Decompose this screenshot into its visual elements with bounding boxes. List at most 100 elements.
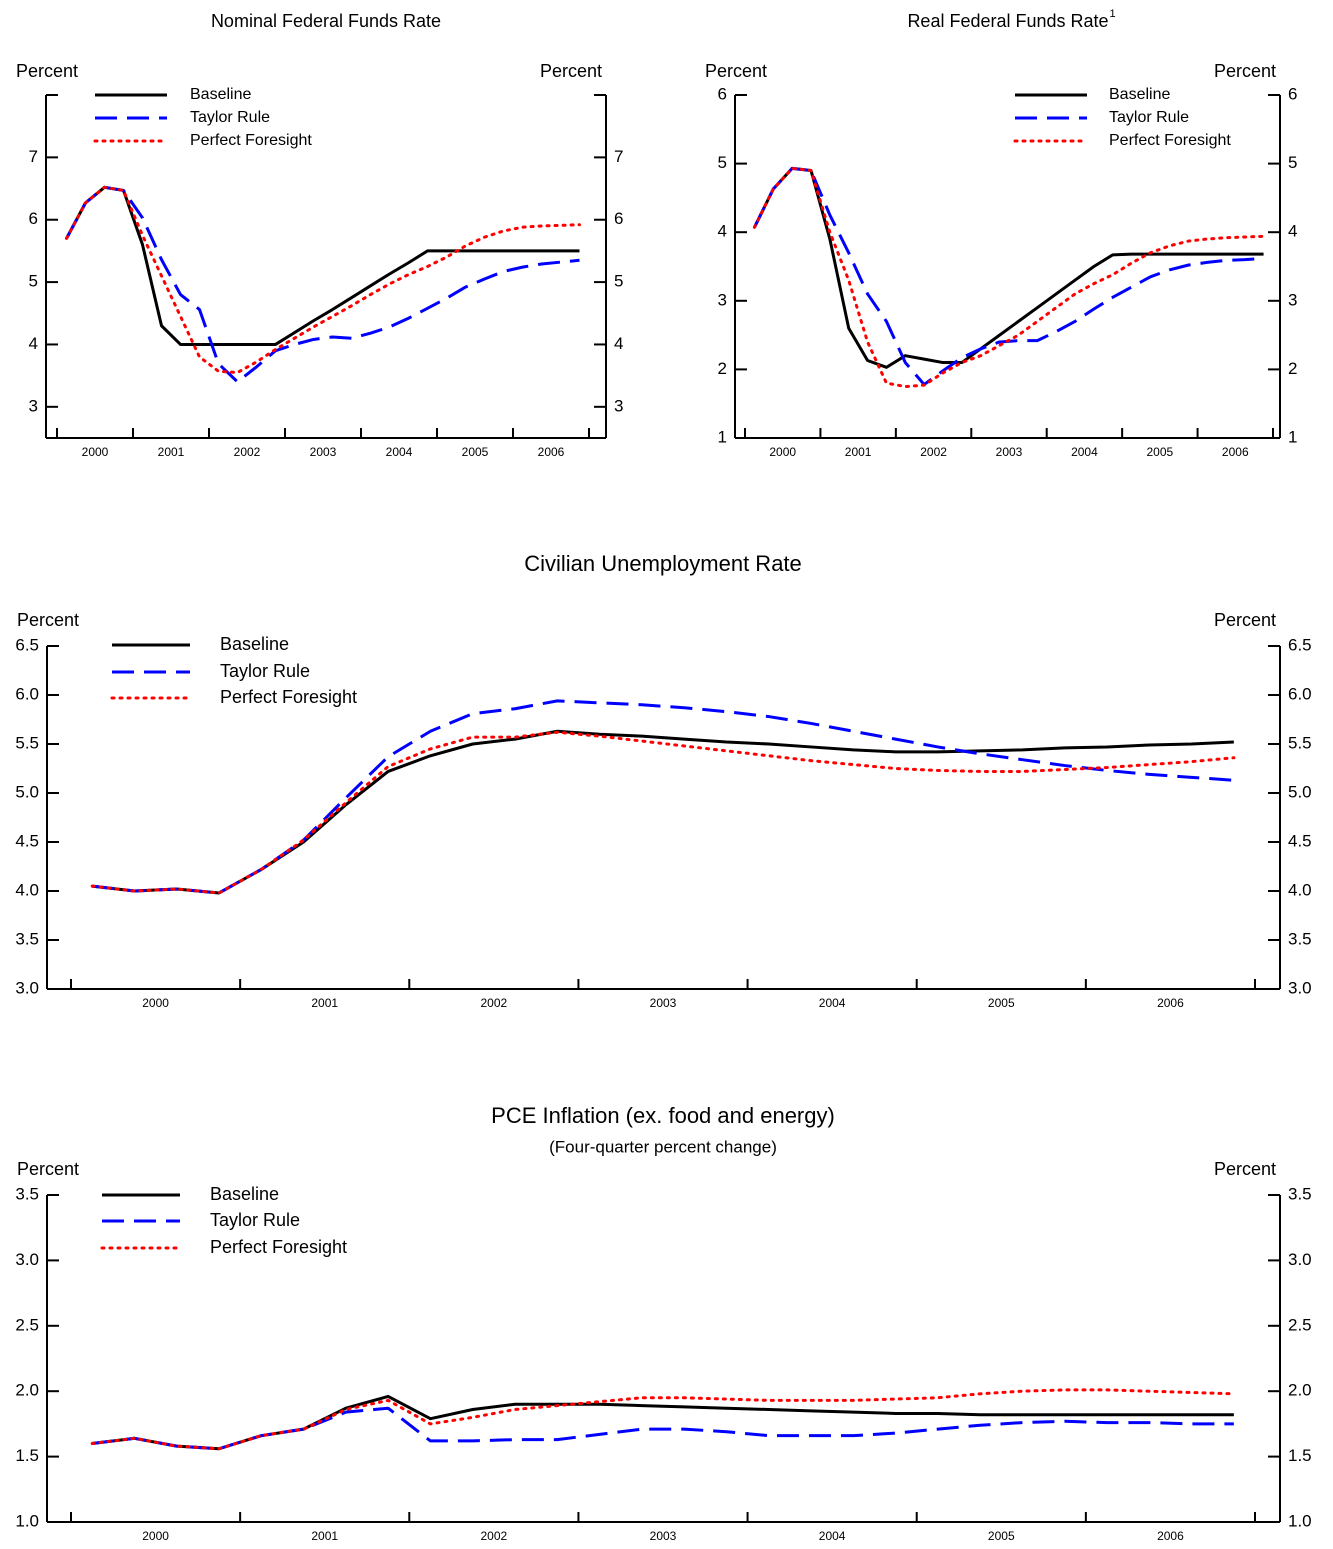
series-line	[65, 185, 580, 346]
y2-tick-label: 5.5	[1288, 733, 1312, 752]
y2-tick-label: 1.0	[1288, 1511, 1312, 1530]
legend-label: Baseline	[210, 1184, 279, 1204]
series-line	[91, 699, 1234, 895]
series-line	[753, 166, 1264, 386]
y2-tick-label: 4.5	[1288, 831, 1312, 850]
y-tick-label: 2	[718, 359, 727, 378]
x-tick-label: 2005	[988, 996, 1015, 1010]
x-tick-label: 2005	[1147, 445, 1174, 459]
x-tick-label: 2003	[996, 445, 1023, 459]
y2-tick-label: 6.0	[1288, 684, 1312, 703]
chart-title: Real Federal Funds Rate	[907, 11, 1108, 31]
series-line	[65, 185, 580, 384]
x-tick-label: 2004	[819, 996, 846, 1010]
x-tick-label: 2004	[819, 1529, 846, 1543]
legend-label: Perfect Foresight	[1109, 132, 1231, 149]
legend-label: Taylor Rule	[1109, 109, 1189, 126]
y-tick-label: 5.0	[15, 782, 39, 801]
y2-tick-label: 3.5	[1288, 1184, 1312, 1203]
x-tick-label: 2003	[310, 445, 337, 459]
y2-tick-label: 2.5	[1288, 1315, 1312, 1334]
y-tick-label: 5.5	[15, 733, 39, 752]
x-tick-label: 2005	[988, 1529, 1015, 1543]
chart-title: Nominal Federal Funds Rate	[211, 11, 441, 31]
y2-axis-label: Percent	[1214, 61, 1276, 81]
legend-label: Baseline	[190, 86, 251, 103]
y2-tick-label: 3	[614, 396, 623, 415]
legend-label: Baseline	[1109, 86, 1170, 103]
y2-tick-label: 3.0	[1288, 1250, 1312, 1269]
x-tick-label: 2004	[1071, 445, 1098, 459]
y2-tick-label: 3.0	[1288, 978, 1312, 997]
legend-label: Perfect Foresight	[220, 687, 357, 707]
y-tick-label: 3.0	[15, 1250, 39, 1269]
y2-tick-label: 4.0	[1288, 880, 1312, 899]
x-tick-label: 2003	[650, 1529, 677, 1543]
series-line	[90, 1388, 1236, 1451]
y2-tick-label: 4	[614, 334, 623, 353]
y-tick-label: 2.5	[15, 1315, 39, 1334]
y2-tick-label: 5.0	[1288, 782, 1312, 801]
legend-label: Taylor Rule	[190, 109, 270, 126]
x-tick-label: 2000	[769, 445, 796, 459]
legend-label: Taylor Rule	[210, 1210, 300, 1230]
title-superscript: 1	[1110, 8, 1116, 20]
x-tick-label: 2005	[462, 445, 489, 459]
y-tick-label: 3.5	[15, 929, 39, 948]
y-tick-label: 6.0	[15, 684, 39, 703]
y-tick-label: 4	[718, 222, 727, 241]
series-line	[752, 166, 1266, 389]
x-tick-label: 2002	[481, 1529, 508, 1543]
y2-tick-label: 6.5	[1288, 635, 1312, 654]
x-tick-label: 2006	[538, 445, 565, 459]
y-tick-label: 4.0	[15, 880, 39, 899]
y2-tick-label: 2.0	[1288, 1381, 1312, 1400]
y2-tick-label: 6	[614, 209, 623, 228]
x-tick-label: 2003	[650, 996, 677, 1010]
y2-tick-label: 2	[1288, 359, 1297, 378]
y-tick-label: 6.5	[15, 635, 39, 654]
x-tick-label: 2006	[1157, 996, 1184, 1010]
x-tick-label: 2006	[1222, 445, 1249, 459]
x-tick-label: 2006	[1157, 1529, 1184, 1543]
y-tick-label: 3	[718, 290, 727, 309]
x-tick-label: 2001	[845, 445, 872, 459]
x-tick-label: 2001	[311, 996, 338, 1010]
x-tick-label: 2000	[82, 445, 109, 459]
x-tick-label: 2001	[158, 445, 185, 459]
chart-title: PCE Inflation (ex. food and energy)	[491, 1103, 835, 1128]
y2-tick-label: 3	[1288, 290, 1297, 309]
x-tick-label: 2000	[142, 1529, 169, 1543]
y-tick-label: 7	[29, 147, 38, 166]
y2-axis-label: Percent	[540, 61, 602, 81]
x-tick-label: 2001	[311, 1529, 338, 1543]
x-tick-label: 2002	[234, 445, 261, 459]
y2-tick-label: 3.5	[1288, 929, 1312, 948]
y-tick-label: 5	[29, 272, 38, 291]
y2-tick-label: 5	[1288, 153, 1297, 172]
y2-tick-label: 1.5	[1288, 1446, 1312, 1465]
x-tick-label: 2000	[142, 996, 169, 1010]
y-tick-label: 3	[29, 396, 38, 415]
y-tick-label: 4.5	[15, 831, 39, 850]
y2-tick-label: 6	[1288, 84, 1297, 103]
y-tick-label: 3.0	[15, 978, 39, 997]
y-tick-label: 2.0	[15, 1381, 39, 1400]
x-tick-label: 2004	[386, 445, 413, 459]
series-line	[90, 730, 1236, 895]
y-tick-label: 1.5	[15, 1446, 39, 1465]
series-line	[753, 166, 1264, 369]
legend-label: Perfect Foresight	[190, 132, 312, 149]
y-tick-label: 4	[29, 334, 38, 353]
y-tick-label: 5	[718, 153, 727, 172]
y-axis-label: Percent	[705, 61, 767, 81]
legend-label: Baseline	[220, 634, 289, 654]
y-tick-label: 3.5	[15, 1184, 39, 1203]
y-tick-label: 6	[718, 84, 727, 103]
y2-tick-label: 4	[1288, 222, 1297, 241]
y2-axis-label: Percent	[1214, 1159, 1276, 1179]
x-tick-label: 2002	[920, 445, 947, 459]
y-axis-label: Percent	[17, 610, 79, 630]
series-line	[91, 1394, 1234, 1451]
